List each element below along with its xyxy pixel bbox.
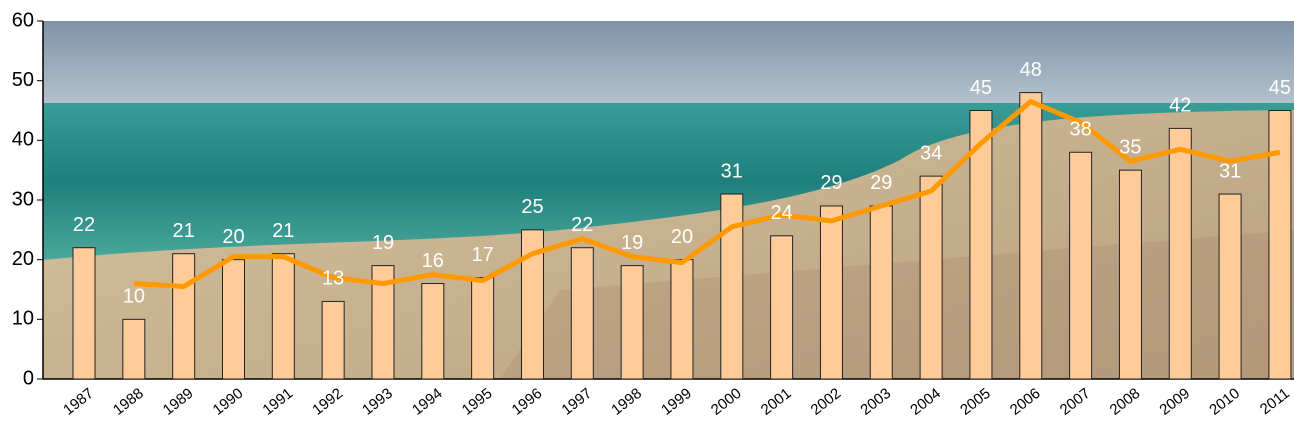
y-tick-label: 50 bbox=[12, 69, 34, 91]
x-tick-label: 1989 bbox=[160, 385, 197, 419]
data-label: 19 bbox=[372, 232, 394, 254]
chart: 0 10 20 30 40 50 60 1987 1988 1989 1990 1991 1992 199… bbox=[0, 0, 1294, 445]
bar bbox=[1219, 194, 1241, 379]
x-tick-label: 1998 bbox=[608, 385, 645, 419]
bar bbox=[721, 194, 743, 379]
x-tick-label: 1994 bbox=[409, 385, 446, 419]
data-label: 25 bbox=[521, 196, 543, 218]
bar bbox=[472, 278, 494, 379]
data-label: 29 bbox=[870, 172, 892, 194]
bar bbox=[920, 176, 942, 379]
x-tick-label: 1997 bbox=[558, 385, 595, 419]
x-tick-label: 2003 bbox=[857, 385, 894, 419]
bar bbox=[272, 254, 294, 379]
data-label: 13 bbox=[322, 268, 344, 290]
x-tick-label: 1996 bbox=[509, 385, 546, 419]
data-label: 29 bbox=[820, 172, 842, 194]
x-tick-label: 1993 bbox=[359, 385, 396, 419]
bar bbox=[1020, 93, 1042, 379]
x-tick-label: 2004 bbox=[907, 385, 944, 419]
x-tick-label: 1990 bbox=[210, 385, 247, 419]
x-tick-label: 2006 bbox=[1007, 385, 1044, 419]
x-tick-label: 1987 bbox=[60, 385, 97, 419]
bar bbox=[222, 260, 244, 379]
x-tick-label: 1991 bbox=[259, 385, 296, 419]
bar bbox=[621, 266, 643, 379]
data-label: 45 bbox=[1269, 77, 1291, 99]
data-label: 21 bbox=[272, 220, 294, 242]
bar bbox=[1070, 152, 1092, 379]
x-tick-label: 2011 bbox=[1257, 385, 1293, 418]
bar bbox=[771, 236, 793, 379]
x-tick-label: 2010 bbox=[1206, 385, 1243, 419]
x-tick-label: 1992 bbox=[309, 385, 346, 419]
bar bbox=[870, 206, 892, 379]
data-label: 42 bbox=[1169, 95, 1191, 117]
x-tick-label: 1999 bbox=[658, 385, 695, 419]
bar bbox=[671, 260, 693, 379]
data-label: 21 bbox=[173, 220, 195, 242]
x-tick-label: 1995 bbox=[459, 385, 496, 419]
x-tick-label: 2009 bbox=[1156, 385, 1193, 419]
x-tick-label: 2001 bbox=[758, 385, 795, 419]
data-label: 45 bbox=[970, 77, 992, 99]
bar bbox=[123, 319, 145, 379]
x-tick-label: 2007 bbox=[1057, 385, 1094, 419]
data-label: 38 bbox=[1069, 119, 1091, 141]
data-label: 17 bbox=[472, 244, 494, 266]
bar bbox=[1269, 111, 1291, 380]
y-tick-label: 10 bbox=[12, 308, 34, 330]
data-label: 48 bbox=[1020, 59, 1042, 81]
data-label: 35 bbox=[1119, 136, 1141, 158]
bar bbox=[73, 248, 95, 379]
data-label: 31 bbox=[1219, 160, 1241, 182]
y-tick-label: 60 bbox=[12, 9, 34, 31]
y-tick-label: 40 bbox=[12, 129, 34, 151]
bar bbox=[1119, 170, 1141, 379]
bar bbox=[422, 284, 444, 379]
x-tick-label: 2008 bbox=[1107, 385, 1144, 419]
x-tick-label: 2002 bbox=[808, 385, 845, 419]
data-label: 22 bbox=[73, 214, 95, 236]
data-label: 24 bbox=[770, 202, 792, 224]
bar bbox=[820, 206, 842, 379]
data-label: 20 bbox=[671, 226, 693, 248]
data-label: 20 bbox=[222, 226, 244, 248]
data-label: 10 bbox=[123, 286, 145, 308]
x-tick-label: 1988 bbox=[110, 385, 147, 419]
data-label: 16 bbox=[422, 250, 444, 272]
y-tick-label: 20 bbox=[12, 248, 34, 270]
bar bbox=[173, 254, 195, 379]
x-tick-label: 2005 bbox=[957, 385, 994, 419]
y-tick-label: 30 bbox=[12, 188, 34, 210]
x-tick-label: 2000 bbox=[708, 385, 745, 419]
data-label: 22 bbox=[571, 214, 593, 236]
y-tick-label: 0 bbox=[23, 367, 34, 389]
data-label: 34 bbox=[920, 142, 942, 164]
bar bbox=[1169, 128, 1191, 379]
data-label: 19 bbox=[621, 232, 643, 254]
bar bbox=[571, 248, 593, 379]
data-label: 31 bbox=[721, 160, 743, 182]
bar bbox=[322, 301, 344, 379]
